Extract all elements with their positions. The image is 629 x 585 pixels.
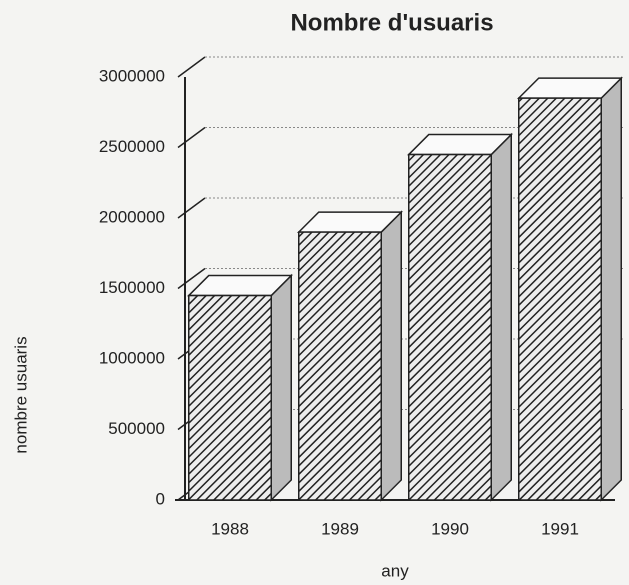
y-tick <box>177 56 206 78</box>
chart-title: Nombre d'usuaris <box>290 9 493 36</box>
y-tick <box>177 267 206 290</box>
y-tick <box>177 197 206 219</box>
bar-side <box>490 132 512 502</box>
y-axis-label: nombre usuaris <box>11 336 30 453</box>
y-tick-label: 1000000 <box>99 348 165 367</box>
x-tick-label: 1989 <box>321 519 359 538</box>
y-tick-label: 2000000 <box>99 207 165 226</box>
y-tick-label: 0 <box>156 489 165 508</box>
x-axis-label: any <box>381 561 409 580</box>
y-tick-label: 2500000 <box>99 137 165 156</box>
y-tick-label: 500000 <box>108 419 165 438</box>
bar <box>518 97 602 501</box>
bar-side <box>600 76 622 502</box>
bar-side <box>270 273 292 502</box>
bar <box>408 153 492 501</box>
x-tick-label: 1988 <box>211 519 249 538</box>
y-tick-label: 1500000 <box>99 278 165 297</box>
y-tick <box>177 126 206 149</box>
x-tick-label: 1990 <box>431 519 469 538</box>
y-tick-label: 3000000 <box>99 66 165 85</box>
bar-side <box>380 210 402 502</box>
bar <box>188 294 272 501</box>
bar <box>298 231 382 501</box>
x-tick-label: 1991 <box>541 519 579 538</box>
